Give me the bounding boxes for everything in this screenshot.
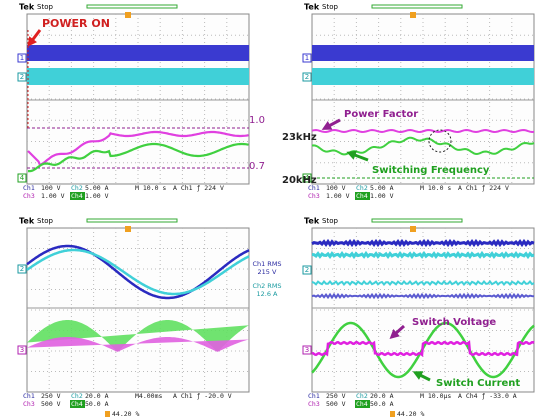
annotation: Power Factor (344, 109, 418, 120)
footer-value: 50.0 A (85, 400, 109, 408)
footer-value: M4.00ms (135, 392, 162, 400)
trigger-mark (410, 226, 416, 232)
channel-marker-label: 2 (20, 73, 24, 81)
annotation: 215 V (258, 268, 277, 276)
trigger-bar (87, 219, 177, 222)
trigger-mark (410, 12, 416, 18)
status: Stop (322, 3, 338, 11)
channel-label: Ch1 (23, 184, 35, 192)
channel-marker-label: 2 (305, 266, 309, 274)
footer-value: 20.0 A (85, 392, 109, 400)
brand: Tek (304, 217, 320, 226)
scope-figure: TekStopCh1100 VCh25.00 AM 10.0 sA Ch1 ƒ … (0, 0, 538, 419)
footer-value: 250 V (41, 392, 61, 400)
channel-marker-label: 3 (305, 346, 309, 354)
channel-marker-label: 3 (20, 346, 24, 354)
footer-value: 500 V (41, 400, 61, 408)
annotation: Switch Voltage (412, 317, 496, 328)
annotation: 20kHz (282, 175, 317, 186)
channel-label: Ch2 (71, 184, 83, 192)
band (27, 45, 249, 61)
footer-value: 1.00 V (370, 192, 394, 200)
annotation: Ch2 RMS (252, 282, 281, 290)
channel-marker-label: 4 (20, 174, 25, 182)
percent-icon (390, 411, 395, 417)
channel-label: Ch2 (356, 184, 368, 192)
channel-label: Ch3 (308, 192, 320, 200)
band (312, 45, 534, 61)
footer-value: A Ch1 ƒ 224 V (458, 184, 509, 192)
footer-value: 100 V (41, 184, 61, 192)
brand: Tek (304, 3, 320, 12)
channel-label: Ch3 (23, 400, 35, 408)
channel-label: Ch3 (308, 400, 320, 408)
footer-value: 1.00 V (326, 192, 350, 200)
footer-value: M 10.0 s (135, 184, 166, 192)
trigger-mark (125, 226, 131, 232)
channel-label: Ch4 (71, 192, 83, 200)
footer-value: 20.0 A (370, 392, 394, 400)
waveform (312, 254, 534, 257)
trigger-bar (87, 5, 177, 8)
channel-label: Ch3 (23, 192, 35, 200)
channel-marker-label: 2 (305, 73, 309, 81)
footer-value: M 10.0µs (420, 392, 451, 400)
footer-value: 1.00 V (41, 192, 65, 200)
annotation: Switching Frequency (372, 165, 490, 176)
brand: Tek (19, 217, 35, 226)
band (312, 68, 534, 85)
footer-value: 1.00 V (85, 192, 109, 200)
footer-value: A Ch1 ƒ 224 V (173, 184, 224, 192)
footer-value: 50.0 A (370, 400, 394, 408)
band (27, 68, 249, 85)
trigger-bar (372, 5, 462, 8)
brand: Tek (19, 3, 35, 12)
status: Stop (37, 3, 53, 11)
channel-label: Ch2 (71, 392, 83, 400)
footer-value: 44.20 % (112, 410, 139, 418)
annotation: 1.0 (249, 115, 265, 126)
annotation: Ch1 RMS (252, 260, 281, 268)
footer-value: 5.00 A (370, 184, 394, 192)
footer-value: 500 V (326, 400, 346, 408)
trigger-mark (125, 12, 131, 18)
channel-label: Ch2 (356, 392, 368, 400)
footer-value: 44.20 % (397, 410, 424, 418)
channel-marker-label: 2 (20, 265, 24, 273)
footer-value: A Ch1 ƒ -20.0 V (173, 392, 232, 400)
annotation: POWER ON (42, 17, 110, 30)
footer-value: 250 V (326, 392, 346, 400)
footer-value: 5.00 A (85, 184, 109, 192)
channel-label: Ch4 (71, 400, 83, 408)
channel-label: Ch1 (308, 392, 320, 400)
footer-value: 100 V (326, 184, 346, 192)
footer-value: A Ch4 ƒ -33.0 A (458, 392, 517, 400)
waveform (312, 295, 534, 298)
annotation: 0.7 (249, 161, 265, 172)
annotation: Switch Current (436, 378, 520, 389)
annotation: 12.6 A (257, 290, 279, 298)
channel-marker-label: 1 (20, 54, 24, 62)
trigger-bar (372, 219, 462, 222)
status: Stop (322, 217, 338, 225)
channel-label: Ch4 (356, 400, 368, 408)
annotation: 23kHz (282, 132, 317, 143)
status: Stop (37, 217, 53, 225)
footer-value: M 10.0 s (420, 184, 451, 192)
waveform (312, 242, 534, 245)
channel-label: Ch4 (356, 192, 368, 200)
channel-label: Ch1 (23, 392, 35, 400)
percent-icon (105, 411, 110, 417)
channel-marker-label: 1 (305, 54, 309, 62)
